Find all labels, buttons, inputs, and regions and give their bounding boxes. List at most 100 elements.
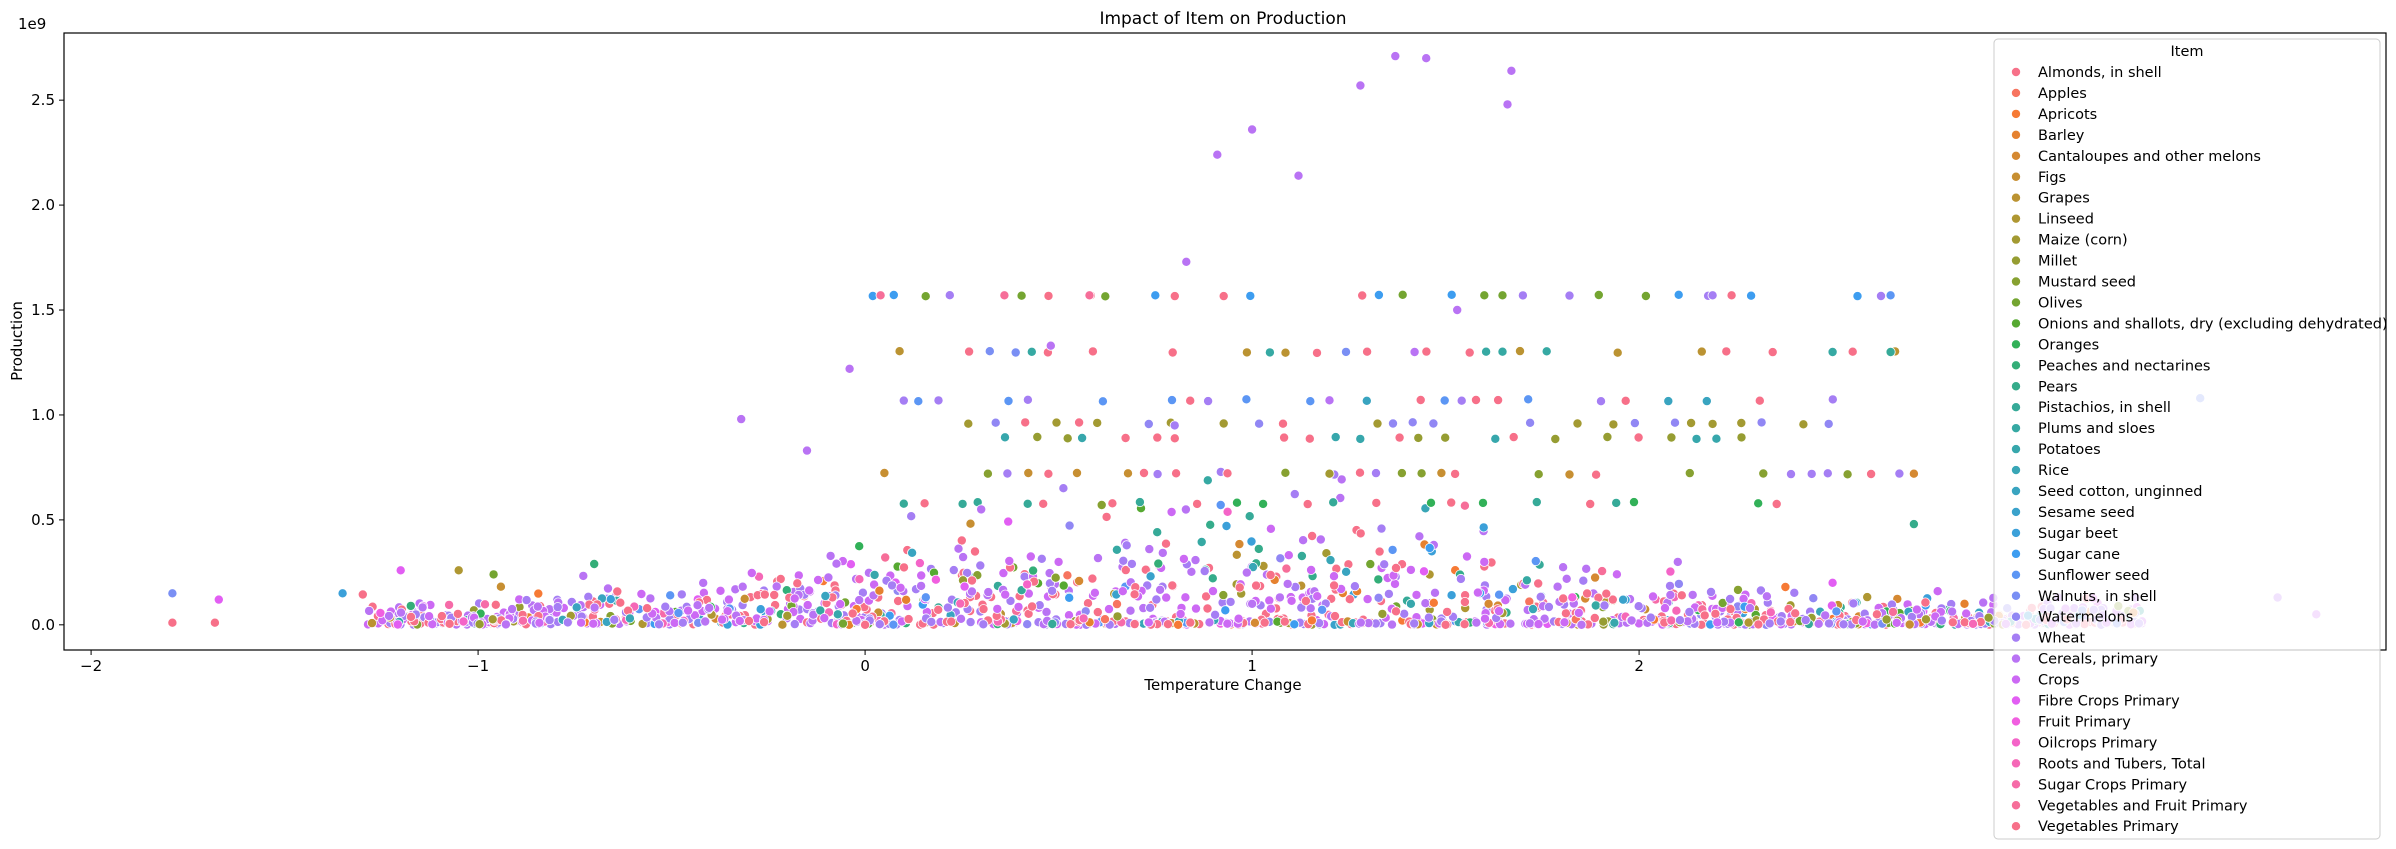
scatter-point bbox=[1590, 600, 1601, 611]
scatter-point bbox=[677, 617, 688, 628]
scatter-point bbox=[1590, 572, 1601, 583]
scatter-point bbox=[1396, 468, 1407, 479]
scatter-point bbox=[1304, 433, 1315, 444]
legend-marker bbox=[2011, 87, 2022, 98]
scatter-point bbox=[1421, 53, 1432, 64]
scatter-point bbox=[1862, 592, 1873, 603]
legend-marker bbox=[2011, 360, 2022, 371]
plot-area-frame bbox=[63, 32, 2387, 651]
scatter-point bbox=[903, 614, 914, 625]
scatter-point bbox=[1355, 617, 1366, 628]
scatter-point bbox=[1543, 602, 1554, 613]
scatter-point bbox=[1598, 616, 1609, 627]
scatter-point bbox=[534, 617, 545, 628]
legend-label: Vegetables and Fruit Primary bbox=[2038, 798, 2248, 814]
scatter-point bbox=[1077, 432, 1088, 443]
scatter-point bbox=[1185, 617, 1196, 628]
scatter-point bbox=[417, 602, 428, 613]
legend-entry: Apricots bbox=[2011, 107, 2097, 123]
scatter-point bbox=[1533, 469, 1544, 480]
scatter-point bbox=[1279, 432, 1290, 443]
scatter-point bbox=[1371, 468, 1382, 479]
scatter-point bbox=[1022, 579, 1033, 590]
scatter-point bbox=[436, 611, 447, 622]
scatter-point bbox=[723, 594, 734, 605]
scatter-point bbox=[737, 581, 748, 592]
legend-marker bbox=[2011, 527, 2022, 538]
legend-label: Potatoes bbox=[2038, 442, 2101, 458]
scatter-point bbox=[1151, 594, 1162, 605]
scatter-point bbox=[1670, 417, 1681, 428]
scatter-point bbox=[676, 589, 687, 600]
scatter-point bbox=[1180, 592, 1191, 603]
scatter-point bbox=[1423, 612, 1434, 623]
scatter-point bbox=[1222, 618, 1233, 629]
legend-label: Olives bbox=[2038, 295, 2083, 311]
y-tick-label: 2.0 bbox=[31, 196, 55, 214]
scatter-point bbox=[1820, 610, 1831, 621]
legend-entry: Roots and Tubers, Total bbox=[2011, 756, 2205, 772]
scatter-point bbox=[603, 583, 614, 594]
legend-marker bbox=[2011, 171, 2022, 182]
scatter-point bbox=[1743, 617, 1754, 628]
scatter-point bbox=[1072, 467, 1083, 478]
scatter-point bbox=[507, 604, 518, 615]
scatter-point bbox=[1167, 347, 1178, 358]
scatter-point bbox=[1125, 605, 1136, 616]
scatter-point bbox=[1904, 619, 1915, 630]
scatter-point bbox=[1373, 574, 1384, 585]
legend-marker bbox=[2011, 779, 2022, 790]
scatter-point bbox=[1022, 619, 1033, 630]
scatter-point bbox=[1523, 394, 1534, 405]
legend-marker bbox=[2011, 108, 2022, 119]
scatter-point bbox=[1280, 467, 1291, 478]
scatter-point bbox=[913, 396, 924, 407]
scatter-point bbox=[495, 581, 506, 592]
scatter-point bbox=[1089, 587, 1100, 598]
scatter-point bbox=[813, 575, 824, 586]
scatter-point bbox=[1871, 609, 1882, 620]
scatter-point bbox=[1241, 394, 1252, 405]
scatter-point bbox=[609, 614, 620, 625]
legend-marker bbox=[2011, 276, 2022, 287]
scatter-point bbox=[1330, 611, 1341, 622]
scatter-point bbox=[1357, 290, 1368, 301]
scatter-point bbox=[764, 606, 775, 617]
scatter-point bbox=[1372, 418, 1383, 429]
scatter-point bbox=[1145, 602, 1156, 613]
scatter-point bbox=[982, 468, 993, 479]
legend-entry: Sugar beet bbox=[2011, 526, 2118, 542]
legend-label: Sugar cane bbox=[2038, 547, 2120, 563]
legend-label: Walnuts, in shell bbox=[2038, 589, 2157, 605]
legend-label: Cantaloupes and other melons bbox=[2038, 149, 2261, 165]
scatter-point bbox=[1123, 468, 1134, 479]
legend-entry: Plums and sloes bbox=[2011, 421, 2155, 437]
scatter-point bbox=[1247, 598, 1258, 609]
scatter-point bbox=[1440, 432, 1451, 443]
scatter-point bbox=[1673, 289, 1684, 300]
scatter-point bbox=[956, 613, 967, 624]
scatter-point bbox=[1028, 565, 1039, 576]
scatter-point bbox=[645, 593, 656, 604]
scatter-point bbox=[1300, 596, 1311, 607]
scatter-point bbox=[1550, 433, 1561, 444]
scatter-point bbox=[838, 618, 849, 629]
scatter-point bbox=[209, 617, 220, 628]
legend: Item Almonds, in shell Apples Apricots Barl… bbox=[1993, 38, 2388, 840]
scatter-point bbox=[1222, 468, 1233, 479]
scatter-point bbox=[624, 613, 635, 624]
scatter-point bbox=[1234, 582, 1245, 593]
scatter-point bbox=[1232, 497, 1243, 508]
scatter-point bbox=[1712, 617, 1723, 628]
scatter-point bbox=[1409, 346, 1420, 357]
legend-marker bbox=[2011, 737, 2022, 748]
scatter-point bbox=[1576, 619, 1587, 630]
scatter-point bbox=[895, 582, 906, 593]
scatter-point bbox=[1535, 591, 1546, 602]
scatter-point bbox=[933, 604, 944, 615]
scatter-point bbox=[1246, 536, 1257, 547]
scatter-point bbox=[976, 504, 987, 515]
scatter-point bbox=[1296, 551, 1307, 562]
scatter-point bbox=[1517, 290, 1528, 301]
scatter-point bbox=[533, 588, 544, 599]
